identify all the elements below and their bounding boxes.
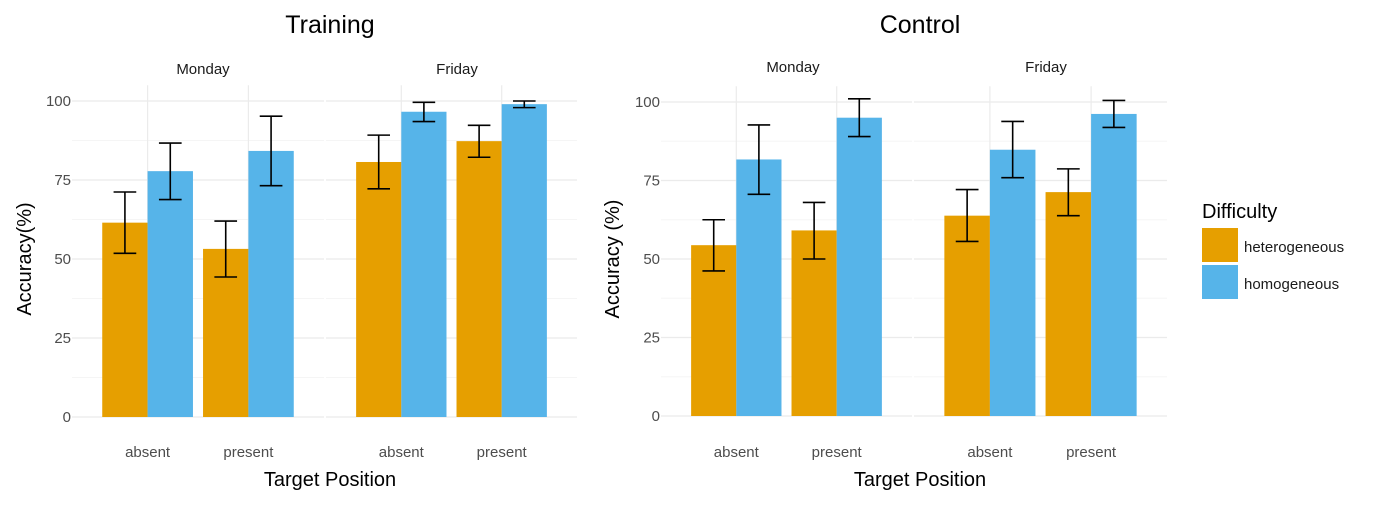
x-tick-label-0-0-0: absent bbox=[125, 444, 171, 461]
x-tick-label-0-1-1: present bbox=[477, 444, 528, 461]
y-tick-label-0-1: 25 bbox=[54, 330, 71, 347]
bar-homogeneous-1-0-0 bbox=[736, 159, 782, 416]
y-tick-label-0-4: 100 bbox=[46, 93, 71, 110]
bar-heterogeneous-1-0-0 bbox=[691, 245, 737, 416]
y-tick-label-1-2: 50 bbox=[643, 251, 660, 268]
text-layer: Training Control Monday Friday Monday Fr… bbox=[14, 11, 1344, 491]
y-tick-label-1-3: 75 bbox=[643, 173, 660, 190]
y-tick-label-1-1: 25 bbox=[643, 330, 660, 347]
bar-homogeneous-1-1-1 bbox=[1091, 113, 1137, 416]
bar-heterogeneous-1-0-1 bbox=[791, 230, 837, 416]
facet-label-control-monday: Monday bbox=[766, 59, 820, 76]
x-tick-label-0-1-0: absent bbox=[379, 444, 425, 461]
y-tick-label-1-4: 100 bbox=[635, 94, 660, 111]
legend-title: Difficulty bbox=[1202, 201, 1277, 223]
panel-title-control: Control bbox=[880, 11, 961, 39]
bar-homogeneous-1-1-0 bbox=[989, 149, 1036, 416]
y-tick-label-0-3: 75 bbox=[54, 172, 71, 189]
panel-title-training: Training bbox=[285, 11, 374, 39]
facet-label-training-monday: Monday bbox=[176, 61, 230, 78]
legend-label-homogeneous: homogeneous bbox=[1244, 276, 1339, 293]
x-tick-label-0-0-1: present bbox=[223, 444, 274, 461]
legend-label-heterogeneous: heterogeneous bbox=[1244, 239, 1344, 256]
bar-heterogeneous-1-1-1 bbox=[1045, 192, 1092, 416]
errorbars-layer bbox=[113, 98, 1126, 278]
y-axis-label-training: Accuracy(%) bbox=[14, 202, 36, 315]
x-tick-label-1-0-1: present bbox=[812, 444, 863, 461]
legend-key-heterogeneous bbox=[1202, 228, 1238, 262]
x-tick-label-1-1-0: absent bbox=[967, 444, 1013, 461]
bars-layer bbox=[102, 104, 1137, 418]
bar-heterogeneous-0-0-0 bbox=[102, 222, 148, 417]
bar-homogeneous-0-1-1 bbox=[501, 104, 547, 417]
bar-heterogeneous-0-1-0 bbox=[356, 161, 402, 417]
y-tick-label-0-2: 50 bbox=[54, 251, 71, 268]
x-axis-label-training: Target Position bbox=[264, 469, 396, 491]
x-tick-label-1-0-0: absent bbox=[714, 444, 760, 461]
facet-label-training-friday: Friday bbox=[436, 61, 478, 78]
bar-homogeneous-0-1-0 bbox=[401, 111, 447, 417]
y-tick-label-1-0: 0 bbox=[652, 408, 660, 425]
bar-homogeneous-1-0-1 bbox=[836, 117, 882, 416]
bar-homogeneous-0-0-1 bbox=[248, 150, 294, 418]
bar-heterogeneous-0-1-1 bbox=[456, 141, 502, 417]
y-tick-label-0-0: 0 bbox=[63, 409, 71, 426]
bar-homogeneous-0-0-0 bbox=[147, 171, 193, 417]
x-axis-label-control: Target Position bbox=[854, 469, 986, 491]
legend-layer bbox=[1202, 228, 1238, 299]
y-axis-label-control: Accuracy (%) bbox=[602, 200, 624, 319]
x-tick-label-1-1-1: present bbox=[1066, 444, 1117, 461]
bar-heterogeneous-1-1-0 bbox=[944, 215, 990, 416]
facet-label-control-friday: Friday bbox=[1025, 59, 1067, 76]
ticks-layer: absent present absent present 0 25 50 75 100 abse… bbox=[46, 93, 1117, 461]
legend-key-homogeneous bbox=[1202, 265, 1238, 299]
